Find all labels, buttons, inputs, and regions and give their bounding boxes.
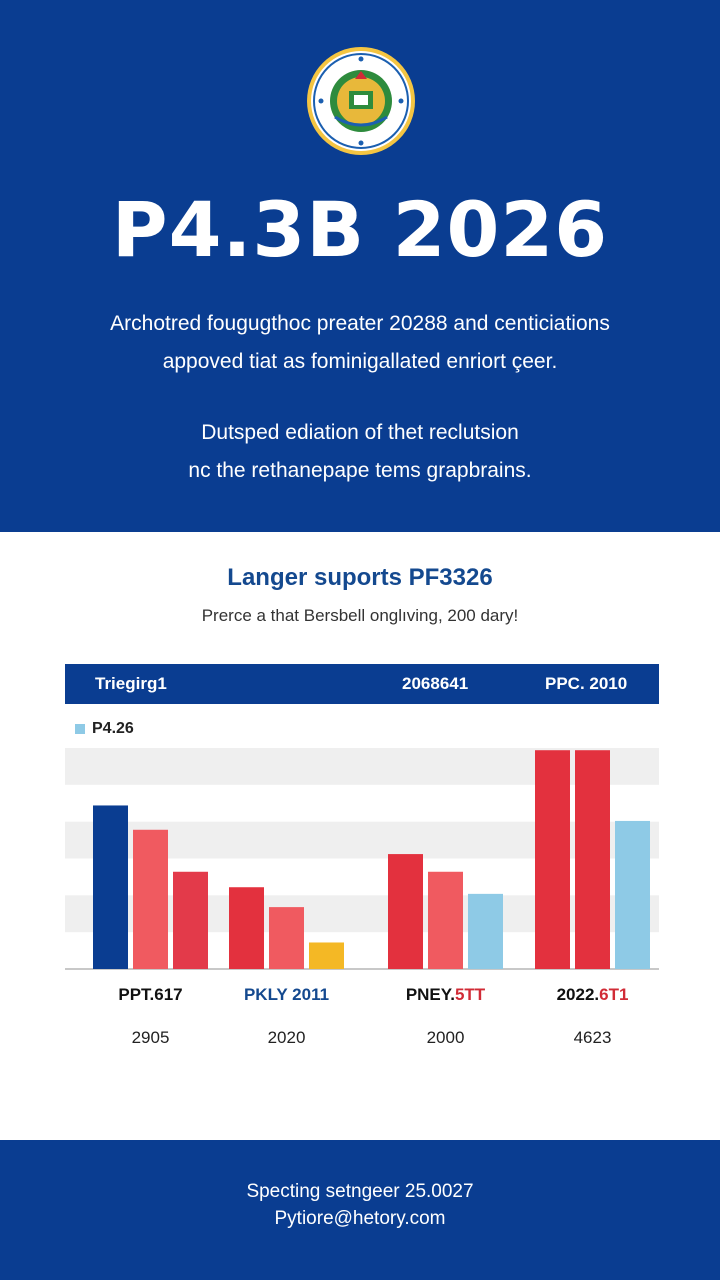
group-label-1: PPT.617 bbox=[118, 985, 183, 1004]
group-value-1: 2905 bbox=[131, 1028, 170, 1047]
official-seal-icon bbox=[307, 47, 415, 155]
group-label-2: PKLY 2011 bbox=[243, 985, 330, 1004]
bar-chart bbox=[65, 748, 659, 970]
bar-4-3 bbox=[615, 820, 650, 969]
chart-title: Langer suports PF3326 bbox=[227, 564, 493, 591]
header-cell-2: 2068641 bbox=[402, 674, 469, 693]
bar-1-1 bbox=[93, 805, 128, 969]
legend-label: P4.26 bbox=[92, 720, 134, 737]
bar-4-1 bbox=[535, 750, 570, 969]
footer: Specting setngeer 25.0027 Pytiore@hetory… bbox=[0, 1140, 720, 1280]
bar-3-1 bbox=[388, 854, 423, 969]
bar-2-3 bbox=[309, 942, 344, 969]
detail-line-2: nc the rethanepape tems grapbrains. bbox=[188, 459, 532, 482]
header-cell-1: Triegirg1 bbox=[95, 674, 167, 693]
bar-1-2 bbox=[133, 829, 168, 969]
bar-3-3 bbox=[468, 893, 503, 969]
group-value-4: 4623 bbox=[573, 1028, 612, 1047]
bar-1-3 bbox=[173, 871, 208, 969]
detail-line-1: Dutsped ediation of thet reclutsion bbox=[201, 421, 519, 444]
group-value-3: 2000 bbox=[426, 1028, 465, 1047]
group-label-4: 2022.6T1 bbox=[556, 985, 629, 1004]
chart-header-row: Triegirg1 2068641 PPC. 2010 bbox=[65, 664, 659, 704]
intro-paragraph: Archotred fougugthoc preater 20288 and c… bbox=[20, 305, 700, 381]
hero-banner: P4.3B 2026 Archotred fougugthoc preater … bbox=[0, 0, 720, 532]
footer-contact: Pytiore@hetory.com bbox=[274, 1208, 446, 1229]
chart-subtitle: Prerce a that Bersbell onglıving, 200 da… bbox=[201, 606, 519, 625]
group-label-3: PNEY.5TT bbox=[405, 985, 486, 1004]
headline: P4.3B 2026 bbox=[111, 185, 609, 274]
bar-4-2 bbox=[575, 750, 610, 969]
detail-paragraph: Dutsped ediation of thet reclutsion nc t… bbox=[20, 414, 700, 490]
bar-2-1 bbox=[229, 887, 264, 969]
footer-line-1: Specting setngeer 25.0027 bbox=[246, 1181, 474, 1202]
bar-3-2 bbox=[428, 871, 463, 969]
header-cell-3: PPC. 2010 bbox=[545, 674, 628, 693]
intro-line-1: Archotred fougugthoc preater 20288 and c… bbox=[110, 312, 610, 335]
bar-2-2 bbox=[269, 907, 304, 969]
legend-swatch bbox=[75, 723, 85, 734]
chart-legend: P4.26 bbox=[75, 720, 134, 738]
group-value-2: 2020 bbox=[267, 1028, 306, 1047]
intro-line-2: appoved tiat as fominigallated enriort ç… bbox=[162, 350, 558, 373]
